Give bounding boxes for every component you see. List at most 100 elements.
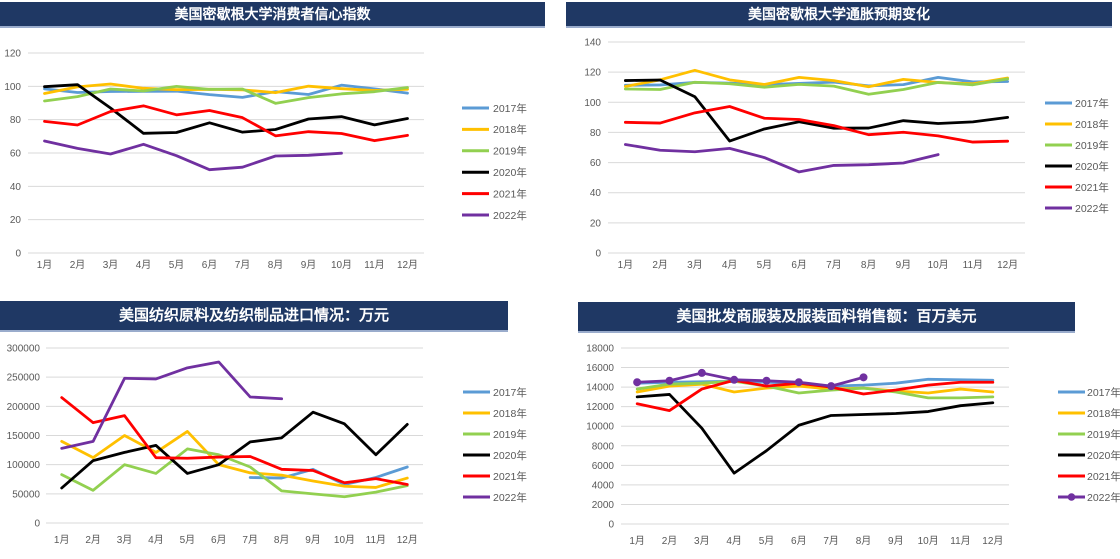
x-axis-month-label: 11月 xyxy=(950,535,970,547)
x-axis-month-label: 3月 xyxy=(117,534,133,546)
y-axis-tick-label: 40 xyxy=(590,188,602,199)
legend-label-2019年: 2019年 xyxy=(493,428,527,441)
y-axis-tick-label: 60 xyxy=(590,158,602,169)
x-axis-month-label: 5月 xyxy=(180,534,196,546)
x-axis-month-label: 10月 xyxy=(928,259,949,271)
legend-label-2020年: 2020年 xyxy=(493,166,527,179)
y-axis-tick-label: 100 xyxy=(4,82,21,93)
x-axis-month-label: 2月 xyxy=(652,259,668,271)
series-line-2019年 xyxy=(43,84,409,105)
legend-label-2022年: 2022年 xyxy=(493,491,527,504)
x-axis-month-label: 5月 xyxy=(169,259,185,271)
x-axis-month-label: 11月 xyxy=(366,534,386,546)
x-axis-month-label: 7月 xyxy=(823,535,839,547)
x-axis-month-label: 9月 xyxy=(896,259,912,271)
inflation-expectation-chart: 0 20 40 60 80 100 120 140 1月 2月 3月 4月 5月 6月 7月 8月 9月 10月 1… xyxy=(584,38,1109,272)
legend-label-2021年: 2021年 xyxy=(493,187,527,200)
y-axis-tick-label: 0 xyxy=(608,520,614,531)
legend-label-2021年: 2021年 xyxy=(1087,470,1120,483)
series-line-2022年 xyxy=(43,139,343,172)
consumer-sentiment-chart: 0 20 40 60 80 100 120 1月 2月 3月 4月 5月 6月 7月 8月 9月 10月 11月 1… xyxy=(4,49,527,272)
y-axis-tick-label: 250000 xyxy=(7,373,41,384)
x-axis-month-label: 10月 xyxy=(334,534,355,546)
series-line-2020年 xyxy=(43,83,409,135)
legend-label-2020年: 2020年 xyxy=(493,449,527,462)
y-axis-tick-label: 80 xyxy=(10,115,22,126)
legend-label-2019年: 2019年 xyxy=(493,145,527,158)
legend-label-2017年: 2017年 xyxy=(493,386,527,399)
series-marker-2022年 xyxy=(633,378,642,387)
legend-label-2018年: 2018年 xyxy=(1075,118,1109,131)
chart-title-text: 美国批发商服装及服装面料销售额：百万美元 xyxy=(676,308,977,325)
y-axis-tick-label: 20 xyxy=(590,218,602,229)
chart-title-text: 美国纺织原料及纺织制品进口情况：万元 xyxy=(118,307,389,324)
y-axis-tick-label: 18000 xyxy=(586,344,614,355)
x-axis-month-label: 2月 xyxy=(70,259,86,271)
y-axis-tick-label: 20 xyxy=(10,215,22,226)
series-line-2018年 xyxy=(60,430,409,489)
textile-imports-chart: 0 50000 100000 150000 200000 250000 300000 1月 2月… xyxy=(7,344,527,547)
legend-label-2022年: 2022年 xyxy=(1087,491,1120,504)
y-axis-tick-label: 14000 xyxy=(586,383,614,394)
x-axis-month-label: 12月 xyxy=(397,259,418,271)
legend-label-2018年: 2018年 xyxy=(493,407,527,420)
series-line-2021年 xyxy=(43,104,409,143)
series-line-2022年 xyxy=(60,360,284,450)
x-axis-month-label: 7月 xyxy=(235,259,251,271)
legend-label-2017年: 2017年 xyxy=(1087,386,1120,399)
x-axis-month-label: 1月 xyxy=(37,259,53,271)
x-axis-month-label: 8月 xyxy=(268,259,284,271)
x-axis-month-label: 5月 xyxy=(759,535,775,547)
chart-title-wholesale-apparel-sales: 美国批发商服装及服装面料销售额：百万美元 xyxy=(578,302,1075,333)
series-line-2020年 xyxy=(635,393,995,475)
series-line-2022年 xyxy=(635,371,865,388)
y-axis-tick-label: 120 xyxy=(584,68,601,79)
x-axis-month-label: 2月 xyxy=(85,534,101,546)
y-axis-tick-label: 12000 xyxy=(586,402,614,413)
x-axis-month-label: 6月 xyxy=(791,259,807,271)
x-axis-month-label: 4月 xyxy=(722,259,738,271)
legend-marker-2022年 xyxy=(1067,493,1076,501)
x-axis-month-label: 5月 xyxy=(757,259,773,271)
legend-label-2018年: 2018年 xyxy=(493,123,527,136)
x-axis-month-label: 10月 xyxy=(918,535,939,547)
y-axis-tick-label: 10000 xyxy=(586,422,614,433)
legend-label-2020年: 2020年 xyxy=(1087,449,1120,462)
y-axis-tick-label: 0 xyxy=(15,249,21,260)
x-axis-month-label: 7月 xyxy=(826,259,842,271)
x-axis-month-label: 2月 xyxy=(662,535,678,547)
series-marker-2022年 xyxy=(730,375,739,384)
y-axis-tick-label: 100 xyxy=(584,98,601,109)
series-marker-2022年 xyxy=(827,382,836,391)
x-axis-month-label: 10月 xyxy=(331,259,352,271)
chart-title-consumer-sentiment: 美国密歇根大学消费者信心指数 xyxy=(0,2,545,28)
series-line-2019年 xyxy=(623,77,1010,96)
chart-title-text: 美国密歇根大学消费者信心指数 xyxy=(174,6,371,22)
y-axis-tick-label: 80 xyxy=(590,128,602,139)
y-axis-tick-label: 300000 xyxy=(7,344,41,355)
x-axis-month-label: 9月 xyxy=(888,535,904,547)
series-line-2019年 xyxy=(635,379,995,400)
series-line-2021年 xyxy=(60,396,409,486)
y-axis-tick-label: 2000 xyxy=(592,500,615,511)
chart-title-textile-imports: 美国纺织原料及纺织制品进口情况：万元 xyxy=(0,301,508,332)
y-axis-tick-label: 120 xyxy=(4,49,21,60)
wholesale-apparel-sales-chart: 0 2000 4000 6000 8000 10000 12000 14000 16000 180… xyxy=(586,344,1120,548)
y-axis-tick-label: 100000 xyxy=(7,460,41,471)
y-axis-tick-label: 6000 xyxy=(592,461,615,472)
x-axis-month-label: 4月 xyxy=(726,535,742,547)
x-axis-month-label: 8月 xyxy=(861,259,877,271)
y-axis-tick-label: 4000 xyxy=(592,480,615,491)
series-line-2022年 xyxy=(623,143,940,174)
y-axis-tick-label: 16000 xyxy=(586,363,614,374)
y-axis-tick-label: 0 xyxy=(595,249,601,260)
x-axis-month-label: 6月 xyxy=(202,259,218,271)
y-axis-tick-label: 140 xyxy=(584,38,601,49)
x-axis-month-label: 3月 xyxy=(694,535,710,547)
legend-label-2017年: 2017年 xyxy=(493,102,527,115)
x-axis-month-label: 9月 xyxy=(301,259,317,271)
legend-label-2017年: 2017年 xyxy=(1075,97,1109,110)
series-marker-2022年 xyxy=(762,376,771,385)
x-axis-month-label: 9月 xyxy=(305,534,321,546)
